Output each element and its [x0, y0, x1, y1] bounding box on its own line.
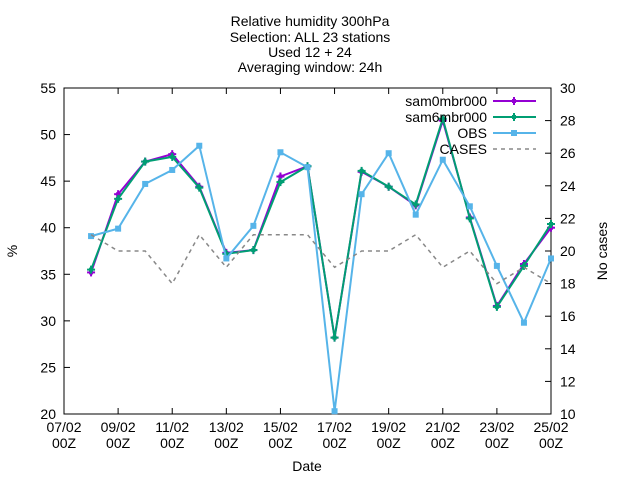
x-tick-label-hour: 00Z [214, 435, 239, 451]
x-tick-label-date: 17/02 [317, 419, 352, 435]
series-point-obs [331, 408, 338, 415]
x-tick-label-hour: 00Z [52, 435, 77, 451]
x-tick-label-date: 25/02 [533, 419, 568, 435]
y2-tick-label: 30 [560, 80, 576, 96]
legend-marker-sam0mbr000 [510, 97, 518, 105]
series-point-sam6mbr000 [438, 114, 447, 123]
series-point-sam6mbr000 [114, 194, 123, 203]
series-point-sam6mbr000 [357, 166, 366, 175]
series-point-obs [88, 233, 95, 240]
series-point-obs [358, 191, 365, 198]
series-line-obs [90, 143, 552, 412]
x-tick-label-hour: 00Z [322, 435, 347, 451]
series-point-sam6mbr000 [411, 200, 420, 209]
x-tick-label-date: 09/02 [101, 419, 136, 435]
series-point-obs [520, 319, 527, 326]
series-point-sam6mbr000 [87, 265, 96, 274]
y2-tick-label: 26 [560, 145, 576, 161]
y-tick-label: 35 [40, 266, 56, 282]
legend-label-sam6mbr000: sam6mbr000 [405, 109, 487, 125]
series-point-obs [223, 255, 230, 262]
legend-marker-obs [511, 130, 517, 136]
x-tick-label-date: 23/02 [479, 419, 514, 435]
y2-tick-label: 20 [560, 243, 576, 259]
x-tick-label-date: 15/02 [263, 419, 298, 435]
x-tick-label-hour: 00Z [431, 435, 456, 451]
legend-label-obs: OBS [457, 125, 487, 141]
y-axis-label: % [4, 245, 20, 257]
series-point-sam6mbr000 [465, 214, 474, 223]
series-point-sam6mbr000 [141, 157, 150, 166]
series-point-sam6mbr000 [519, 261, 528, 270]
y2-tick-label: 18 [560, 276, 576, 292]
x-tick-label-date: 21/02 [425, 419, 460, 435]
y-tick-label: 55 [40, 80, 56, 96]
legend-label-cases: CASES [440, 141, 487, 157]
x-tick-label-hour: 00Z [106, 435, 131, 451]
series-point-obs [466, 203, 473, 210]
chart-title-line-4: Averaging window: 24h [238, 59, 383, 75]
x-tick-label-date: 13/02 [209, 419, 244, 435]
legend-marker-sam6mbr000 [510, 113, 518, 121]
y2-tick-label: 28 [560, 113, 576, 129]
y2-tick-label: 10 [560, 406, 576, 422]
series-point-obs [142, 180, 149, 187]
series-line-sam6mbr000 [90, 115, 552, 338]
series-point-obs [439, 156, 446, 163]
y-tick-label: 30 [40, 313, 56, 329]
x-tick-label-hour: 00Z [268, 435, 293, 451]
series-point-obs [493, 262, 500, 269]
x-axis-label: Date [292, 458, 322, 474]
chart-title-line-1: Relative humidity 300hPa [231, 13, 390, 29]
series-point-sam6mbr000 [195, 183, 204, 192]
y-tick-label: 45 [40, 173, 56, 189]
x-tick-label-date: 11/02 [155, 419, 189, 435]
series-layer [87, 114, 555, 415]
legend-label-sam0mbr000: sam0mbr000 [405, 93, 487, 109]
y2-axis-label: No cases [594, 222, 610, 280]
series-point-obs [548, 255, 554, 262]
series-point-sam6mbr000 [330, 333, 339, 342]
series-point-sam6mbr000 [168, 152, 177, 161]
chart-title-line-2: Selection: ALL 23 stations [230, 29, 391, 45]
x-tick-label-hour: 00Z [160, 435, 185, 451]
y2-tick-label: 22 [560, 210, 576, 226]
series-point-obs [169, 166, 176, 173]
series-point-sam6mbr000 [249, 246, 258, 255]
x-tick-label-hour: 00Z [539, 435, 564, 451]
y2-tick-label: 24 [560, 178, 576, 194]
y-tick-label: 25 [40, 359, 56, 375]
x-axis-ticks: 07/0200Z09/0200Z11/0200Z13/0200Z15/0200Z… [46, 88, 569, 451]
x-tick-label-date: 19/02 [371, 419, 406, 435]
y2-tick-label: 14 [560, 341, 576, 357]
y-tick-label: 40 [40, 220, 56, 236]
y-tick-label: 50 [40, 127, 56, 143]
series-point-obs [385, 150, 392, 157]
series-point-obs [412, 211, 419, 218]
y2-axis-ticks: 10 12 14 16 18 20 22 24 26 28 30 [545, 80, 576, 422]
series-point-obs [277, 149, 284, 156]
y2-tick-label: 16 [560, 308, 576, 324]
series-point-obs [304, 164, 311, 171]
x-tick-label-date: 07/02 [46, 419, 81, 435]
y-tick-label: 20 [40, 406, 56, 422]
series-point-obs [196, 142, 203, 149]
series-point-sam6mbr000 [547, 219, 555, 228]
series-point-sam6mbr000 [492, 302, 501, 311]
series-point-obs [115, 225, 122, 232]
series-point-obs [250, 222, 257, 229]
chart-title-line-3: Used 12 + 24 [268, 44, 352, 60]
series-point-sam6mbr000 [276, 178, 285, 187]
x-tick-label-hour: 00Z [377, 435, 402, 451]
y2-tick-label: 12 [560, 373, 576, 389]
series-point-sam6mbr000 [384, 182, 393, 191]
x-tick-label-hour: 00Z [485, 435, 510, 451]
y-axis-ticks: 20 25 30 35 40 45 50 55 [40, 80, 70, 422]
